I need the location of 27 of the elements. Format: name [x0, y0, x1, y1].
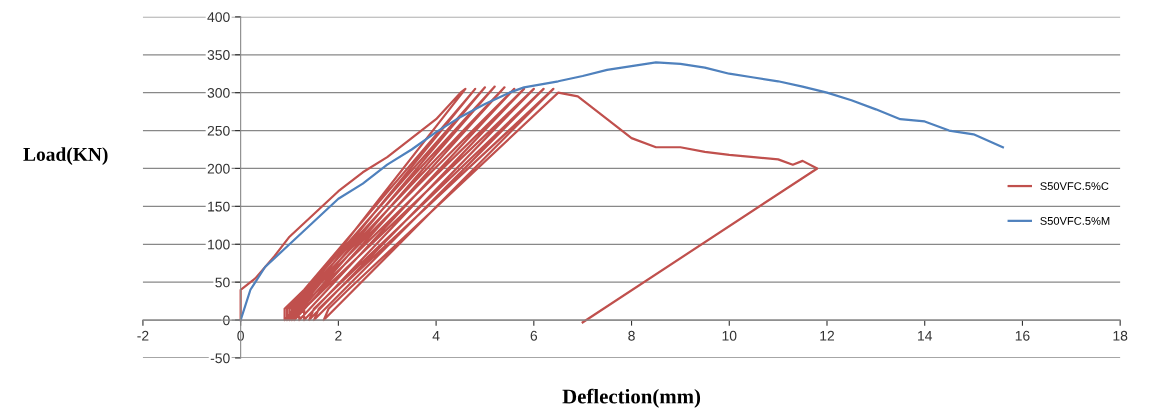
- legend-label: S50VFC.5%M: [1040, 216, 1110, 225]
- line-series: [239, 61, 1005, 322]
- y-tick-label: 100: [208, 239, 230, 250]
- x-tick-label: 18: [1113, 330, 1128, 341]
- x-tick-label: 16: [1015, 330, 1030, 341]
- y-tick-label: 250: [207, 125, 230, 136]
- y-axis-title: Load(KN): [23, 147, 108, 165]
- y-tick-label: 200: [207, 163, 230, 174]
- x-tick-label: 2: [335, 330, 342, 341]
- y-tick-label: 350: [207, 50, 230, 60]
- x-tick-label: 0: [237, 330, 244, 341]
- x-tick-label: 4: [432, 331, 440, 341]
- y-tick-label: 150: [208, 201, 230, 212]
- x-tick-label: 12: [820, 330, 835, 341]
- y-tick-label: 400: [207, 12, 230, 23]
- x-tick-label: -2: [137, 330, 149, 341]
- legend-label: S50VFC.5%C: [1040, 182, 1109, 191]
- y-tick-label: 300: [207, 87, 230, 98]
- x-axis-title: Deflection(mm): [562, 388, 701, 408]
- x-tick-label: 10: [722, 330, 737, 341]
- y-tick-label: -50: [210, 353, 230, 364]
- x-tick-label: 6: [530, 330, 538, 341]
- x-tick-label: 8: [628, 330, 635, 341]
- y-tick-label: 50: [215, 277, 230, 288]
- line-series: [239, 85, 819, 324]
- x-tick-label: 14: [918, 331, 933, 341]
- y-tick-label: 0: [223, 315, 230, 326]
